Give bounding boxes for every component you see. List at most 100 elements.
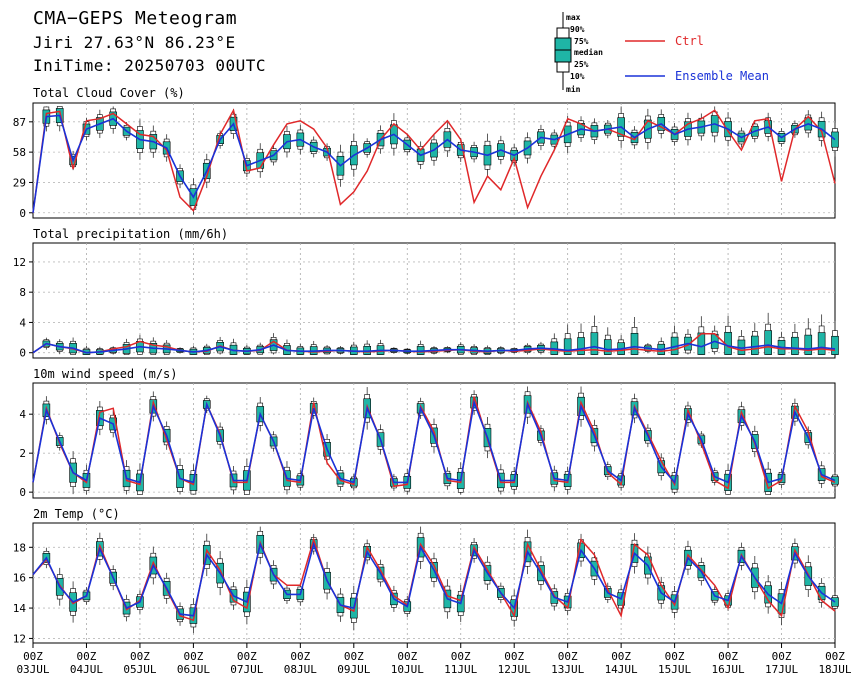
xtick-label-hour: 00Z	[344, 650, 364, 663]
legend-label-min: min	[566, 84, 581, 94]
boxplot-precip	[296, 343, 305, 355]
xtick-label-date: 14JUL	[605, 663, 638, 676]
legend: max 90% 75% median 25% 10% min Ctrl Ense…	[554, 12, 769, 94]
boxplot-precip	[764, 312, 772, 355]
boxplot-precip	[657, 337, 666, 355]
xtick-label-date: 05JUL	[123, 663, 156, 676]
xtick-label-hour: 00Z	[290, 650, 310, 663]
xtick-label-date: 15JUL	[658, 663, 691, 676]
boxplot-precip	[777, 331, 786, 355]
init-time-label: IniTime: 20250703 00UTC	[33, 56, 267, 75]
ytick-label-precip: 8	[19, 286, 26, 299]
xtick-label-hour: 00Z	[558, 650, 578, 663]
panel-frame-temp	[32, 522, 836, 644]
ytick-label-temp: 16	[13, 572, 26, 585]
ytick-label-precip: 0	[19, 347, 26, 360]
boxplot-precip	[243, 344, 251, 355]
legend-label-p10: 10%	[570, 72, 585, 81]
boxplot-precip	[229, 338, 238, 355]
panel-title-temp: 2m Temp (°C)	[33, 507, 120, 521]
panel-title-precip: Total precipitation (mm/6h)	[33, 227, 228, 241]
boxplot-precip	[590, 315, 599, 355]
legend-label-p75: 75%	[574, 37, 589, 46]
xtick-label-date: 07JUL	[230, 663, 263, 676]
legend-label-max: max	[566, 13, 581, 22]
xtick-label-hour: 00Z	[718, 650, 738, 663]
ytick-label-temp: 18	[13, 541, 26, 554]
ensemble-mean-line-cloud	[32, 114, 836, 213]
boxplot-precip	[283, 339, 291, 355]
ctrl-line-wind	[32, 396, 836, 490]
legend-label-median: median	[574, 47, 603, 57]
xtick-label-date: 12JUL	[498, 663, 531, 676]
boxplot-precip	[710, 325, 719, 355]
xtick-label-date: 06JUL	[177, 663, 210, 676]
boxplot-precip	[630, 316, 639, 355]
ytick-label-precip: 4	[19, 316, 26, 329]
xtick-label-date: 04JUL	[70, 663, 103, 676]
ytick-label-cloud: 58	[13, 146, 26, 159]
ctrl-line-cloud	[32, 108, 836, 213]
panel-frame-wind	[32, 382, 836, 499]
boxplot-precip	[189, 345, 198, 355]
xtick-label-hour: 00Z	[397, 650, 417, 663]
xtick-label-hour: 00Z	[237, 650, 257, 663]
xtick-label-date: 13JUL	[551, 663, 584, 676]
panel-temp: 2m Temp (°C) 12 14 16 18	[13, 507, 839, 645]
boxplot-precip	[563, 324, 572, 355]
xtick-label-hour: 00Z	[504, 650, 524, 663]
xtick-label-date: 16JUL	[712, 663, 745, 676]
xtick-label-date: 03JUL	[16, 663, 49, 676]
location-label: Jiri 27.63°N 86.23°E	[33, 33, 236, 52]
boxplot-precip	[69, 337, 77, 355]
ytick-label-wind: 0	[19, 486, 26, 499]
xtick-label-hour: 00Z	[665, 650, 685, 663]
xtick-label-hour: 00Z	[183, 650, 203, 663]
ensemble-mean-line-temp	[32, 541, 836, 617]
xtick-label-hour: 00Z	[451, 650, 471, 663]
ensemble-mean-line-precip	[32, 340, 836, 354]
legend-label-p25: 25%	[574, 60, 589, 69]
ytick-label-precip: 12	[13, 256, 26, 269]
boxplot-precip	[831, 320, 839, 355]
boxplot-precip	[697, 316, 706, 355]
boxplot-precip	[684, 329, 692, 355]
xtick-label-hour: 00Z	[611, 650, 631, 663]
boxplot-precip	[483, 345, 492, 355]
boxplot-precip	[470, 344, 478, 355]
ytick-label-cloud: 0	[19, 207, 26, 220]
xtick-label-date: 08JUL	[284, 663, 317, 676]
xtick-label-date: 17JUL	[765, 663, 798, 676]
boxplot-precip	[791, 323, 799, 355]
xtick-label-hour: 00Z	[23, 650, 43, 663]
boxplot-precip	[550, 333, 559, 355]
boxplot-precip	[456, 342, 465, 355]
ytick-label-cloud: 29	[13, 176, 26, 189]
xtick-label-hour: 00Z	[772, 650, 792, 663]
boxplot-precip	[617, 335, 625, 355]
xtick-label-date: 11JUL	[444, 663, 477, 676]
ytick-label-wind: 4	[19, 408, 26, 421]
boxplot-precip	[136, 334, 144, 355]
ytick-label-cloud: 87	[13, 116, 26, 129]
panel-precip: Total precipitation (mm/6h) 0 4 8 12	[13, 227, 839, 360]
ytick-label-temp: 12	[13, 632, 26, 645]
ytick-label-wind: 2	[19, 447, 26, 460]
xtick-label-date: 10JUL	[391, 663, 424, 676]
legend-ens-label: Ensemble Mean	[675, 69, 769, 83]
xtick-label-date: 18JUL	[818, 663, 851, 676]
legend-ctrl-label: Ctrl	[675, 34, 704, 48]
xtick-label-hour: 00Z	[825, 650, 845, 663]
xtick-label-hour: 00Z	[77, 650, 97, 663]
boxplot-precip	[349, 341, 358, 355]
panel-cloud: Total Cloud Cover (%) 0 29 58 87	[13, 86, 839, 220]
panel-title-cloud: Total Cloud Cover (%)	[33, 86, 185, 100]
legend-box-icon	[554, 12, 572, 90]
xtick-label-date: 09JUL	[337, 663, 370, 676]
xtick-label-hour: 00Z	[130, 650, 150, 663]
boxplot-precip	[724, 315, 732, 355]
ensemble-mean-line-wind	[32, 399, 836, 485]
boxplot-precip	[376, 339, 385, 355]
page-title: CMA−GEPS Meteogram	[33, 8, 238, 29]
